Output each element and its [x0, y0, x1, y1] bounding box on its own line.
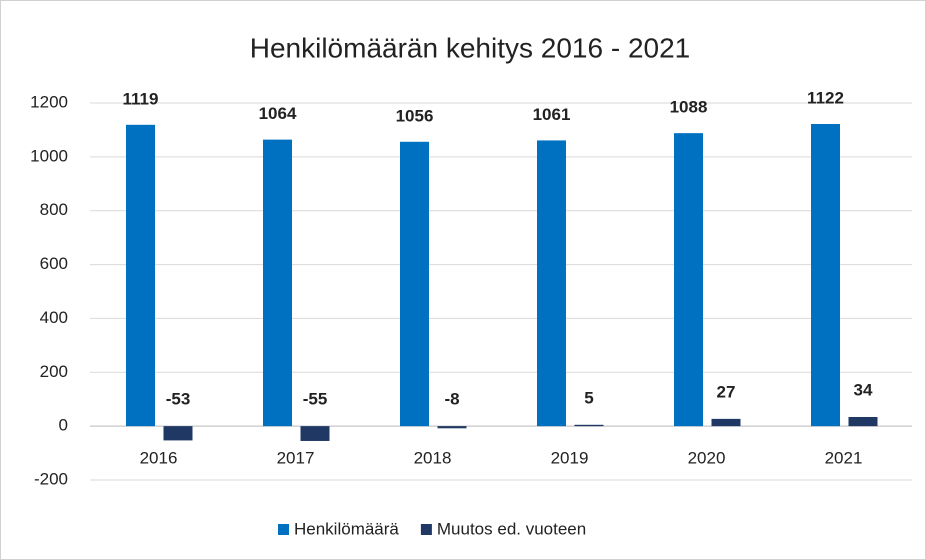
data-label: 1064 — [259, 104, 297, 123]
bar — [126, 124, 155, 427]
x-tick-label: 2016 — [140, 448, 178, 467]
x-tick-label: 2019 — [551, 448, 589, 467]
data-label: 1061 — [533, 105, 571, 124]
legend-swatch — [420, 524, 432, 535]
bar — [574, 424, 604, 427]
y-tick-label: 200 — [40, 362, 68, 381]
x-tick-label: 2021 — [825, 448, 863, 467]
bar — [263, 139, 292, 427]
y-tick-label: 1200 — [30, 92, 68, 111]
y-tick-label: 800 — [40, 200, 68, 219]
legend-swatch — [278, 524, 289, 535]
data-label: 1122 — [807, 88, 844, 107]
chart-title: Henkilömäärän kehitys 2016 - 2021 — [250, 32, 690, 63]
legend-label: Muutos ed. vuoteen — [437, 519, 586, 538]
data-label: -8 — [444, 390, 459, 409]
y-tick-label: 400 — [40, 308, 68, 327]
y-tick-label: -200 — [34, 469, 68, 488]
y-tick-label: 0 — [59, 416, 68, 435]
data-label: 5 — [584, 388, 593, 407]
x-tick-label: 2020 — [688, 448, 726, 467]
bar — [848, 416, 878, 427]
data-label: -55 — [303, 390, 328, 409]
data-label: 1088 — [670, 98, 708, 117]
legend-label: Henkilömäärä — [294, 519, 399, 538]
data-label: 27 — [717, 382, 736, 401]
data-label: 1056 — [396, 106, 434, 125]
bar — [674, 133, 703, 427]
bar — [300, 426, 330, 441]
bar — [711, 418, 741, 427]
bar — [811, 124, 840, 427]
data-label: 1119 — [123, 89, 159, 108]
bar — [400, 141, 429, 427]
data-label: -53 — [166, 390, 191, 409]
x-tick-label: 2017 — [277, 448, 315, 467]
bar — [163, 426, 193, 441]
x-tick-label: 2018 — [414, 448, 452, 467]
y-tick-label: 1000 — [30, 146, 68, 165]
bar — [437, 426, 467, 429]
bar — [537, 140, 566, 427]
y-tick-label: 600 — [40, 254, 68, 273]
data-label: 34 — [854, 380, 873, 399]
